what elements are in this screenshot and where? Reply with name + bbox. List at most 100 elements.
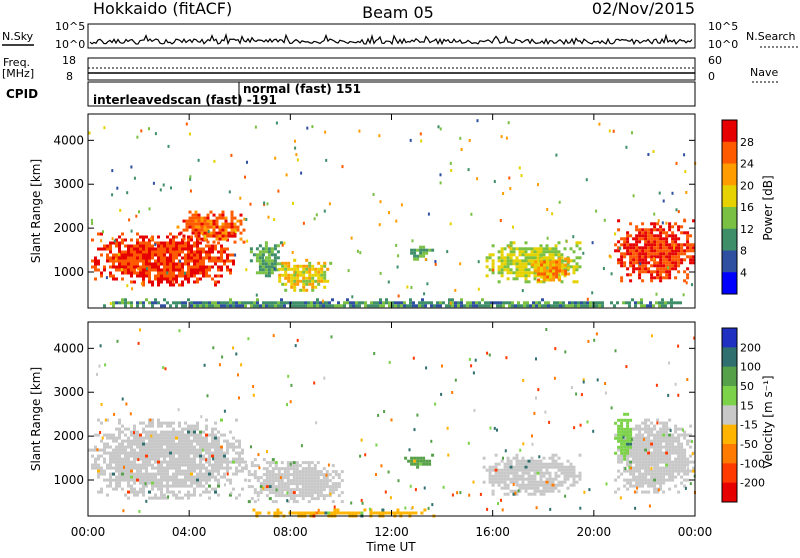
data-cell bbox=[239, 219, 243, 223]
data-cell bbox=[496, 428, 498, 432]
data-cell bbox=[281, 267, 285, 271]
data-cell bbox=[136, 256, 139, 260]
data-cell bbox=[280, 494, 284, 498]
data-cell bbox=[638, 433, 642, 437]
data-cell bbox=[625, 301, 628, 305]
data-cell bbox=[337, 482, 341, 486]
data-cell bbox=[591, 241, 594, 245]
data-cell bbox=[346, 298, 349, 302]
data-cell bbox=[656, 240, 660, 244]
data-cell bbox=[175, 460, 178, 464]
data-cell bbox=[319, 488, 323, 492]
data-cell bbox=[545, 483, 549, 487]
data-cell bbox=[548, 471, 552, 475]
data-cell bbox=[163, 421, 166, 425]
data-cell bbox=[229, 304, 232, 308]
data-cell bbox=[112, 301, 115, 305]
data-cell bbox=[524, 259, 528, 263]
data-cell bbox=[145, 274, 148, 278]
data-cell bbox=[292, 301, 295, 305]
data-cell bbox=[217, 493, 220, 497]
data-cell bbox=[202, 301, 205, 305]
data-cell bbox=[539, 465, 543, 469]
data-cell bbox=[151, 253, 154, 257]
data-cell bbox=[583, 304, 586, 308]
data-cell bbox=[185, 219, 189, 223]
data-cell bbox=[304, 482, 308, 486]
data-cell bbox=[226, 301, 229, 305]
data-cell bbox=[515, 483, 519, 487]
data-cell bbox=[154, 481, 157, 485]
data-cell bbox=[145, 475, 148, 479]
data-cell bbox=[217, 439, 220, 443]
data-cell bbox=[172, 433, 175, 437]
data-cell bbox=[157, 469, 160, 473]
data-cell bbox=[656, 451, 660, 455]
data-cell bbox=[196, 427, 199, 431]
data-cell bbox=[538, 301, 541, 305]
data-cell bbox=[568, 304, 571, 308]
data-cell bbox=[617, 261, 621, 265]
data-cell bbox=[378, 134, 381, 138]
data-cell bbox=[620, 442, 624, 446]
data-cell bbox=[683, 153, 686, 157]
data-cell bbox=[545, 477, 549, 481]
data-cell bbox=[139, 445, 142, 449]
data-cell bbox=[221, 355, 224, 359]
data-cell bbox=[674, 252, 678, 256]
data-cell bbox=[172, 436, 175, 440]
data-cell bbox=[650, 255, 654, 259]
data-cell bbox=[500, 477, 504, 481]
data-cell bbox=[169, 256, 172, 260]
data-cell bbox=[524, 253, 528, 257]
data-cell bbox=[337, 304, 340, 308]
data-cell bbox=[94, 265, 97, 269]
data-cell bbox=[142, 238, 145, 242]
data-cell bbox=[121, 451, 124, 455]
data-cell bbox=[91, 265, 94, 269]
data-cell bbox=[184, 457, 187, 461]
data-cell bbox=[157, 472, 160, 476]
data-cell bbox=[334, 473, 338, 477]
colorbar-tick-label: 24 bbox=[740, 158, 754, 171]
data-cell bbox=[151, 256, 154, 260]
data-cell bbox=[187, 454, 190, 458]
data-cell bbox=[665, 264, 669, 268]
data-cell bbox=[512, 483, 515, 486]
data-cell bbox=[665, 240, 669, 244]
data-cell bbox=[439, 301, 442, 305]
data-cell bbox=[659, 243, 663, 247]
data-cell bbox=[614, 451, 618, 455]
data-cell bbox=[124, 457, 127, 461]
data-cell bbox=[564, 272, 568, 276]
data-cell bbox=[527, 280, 531, 284]
data-cell bbox=[532, 301, 535, 305]
data-cell bbox=[118, 469, 121, 473]
data-cell bbox=[620, 424, 624, 428]
data-cell bbox=[308, 264, 312, 268]
data-cell bbox=[491, 271, 495, 275]
data-cell bbox=[148, 490, 151, 494]
data-cell bbox=[267, 265, 271, 269]
data-cell bbox=[211, 436, 214, 440]
data-cell bbox=[172, 430, 175, 434]
data-cell bbox=[193, 433, 196, 437]
data-cell bbox=[264, 271, 268, 275]
data-cell bbox=[522, 379, 525, 382]
data-cell bbox=[118, 475, 121, 479]
data-cell bbox=[551, 212, 554, 216]
data-cell bbox=[166, 478, 169, 482]
data-cell bbox=[264, 256, 268, 260]
data-cell bbox=[467, 168, 470, 172]
data-cell bbox=[419, 251, 423, 255]
data-cell bbox=[420, 139, 423, 143]
data-cell bbox=[518, 271, 522, 275]
data-cell bbox=[515, 477, 519, 481]
data-cell bbox=[569, 247, 573, 251]
data-cell bbox=[566, 268, 570, 272]
data-cell bbox=[638, 276, 642, 280]
data-cell bbox=[503, 486, 507, 490]
data-cell bbox=[454, 301, 457, 305]
data-cell bbox=[139, 454, 142, 458]
data-cell bbox=[517, 489, 520, 493]
